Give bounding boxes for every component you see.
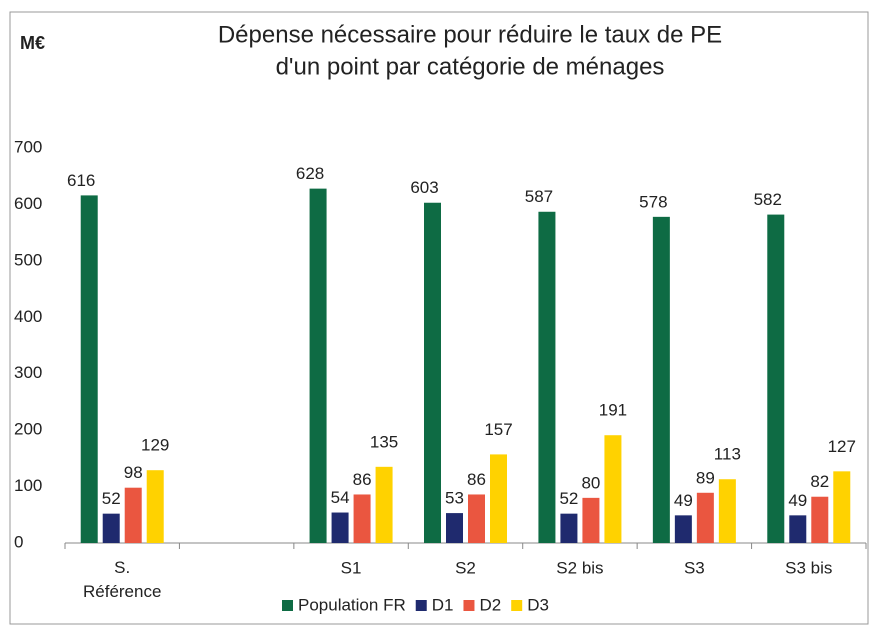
legend-swatch bbox=[282, 600, 293, 611]
legend-label: D1 bbox=[432, 595, 454, 614]
bar bbox=[146, 470, 164, 543]
bar bbox=[789, 515, 807, 543]
chart-title: d'un point par catégorie de ménages bbox=[276, 53, 665, 80]
bar bbox=[309, 188, 327, 543]
data-label: 89 bbox=[696, 468, 715, 487]
bar bbox=[446, 513, 463, 543]
data-label: 135 bbox=[370, 432, 398, 451]
y-tick-label: 200 bbox=[14, 420, 42, 439]
data-label: 54 bbox=[331, 488, 350, 507]
bar bbox=[833, 471, 851, 543]
bar bbox=[718, 479, 736, 543]
y-tick-label: 700 bbox=[14, 137, 42, 156]
data-label: 129 bbox=[141, 436, 169, 455]
legend-swatch bbox=[415, 600, 427, 611]
y-tick-label: 500 bbox=[14, 250, 42, 269]
data-label: 86 bbox=[353, 470, 372, 489]
legend-label: D2 bbox=[479, 595, 501, 614]
y-tick-label: 300 bbox=[14, 363, 42, 382]
data-label: 82 bbox=[810, 472, 829, 491]
data-label: 616 bbox=[67, 171, 95, 190]
y-tick-label: 0 bbox=[14, 532, 23, 551]
bar bbox=[424, 202, 441, 543]
bar bbox=[490, 454, 507, 543]
data-label: 98 bbox=[124, 463, 143, 482]
data-label: 578 bbox=[639, 192, 667, 211]
bar bbox=[124, 487, 142, 543]
bar bbox=[604, 435, 622, 543]
chart-title: Dépense nécessaire pour réduire le taux … bbox=[218, 21, 722, 48]
data-label: 127 bbox=[828, 437, 856, 456]
bar bbox=[353, 494, 371, 543]
legend-swatch bbox=[511, 600, 523, 611]
bar bbox=[811, 496, 829, 543]
bar bbox=[582, 497, 600, 543]
data-label: 53 bbox=[445, 489, 464, 508]
y-axis-label: M€ bbox=[20, 33, 45, 53]
y-tick-label: 100 bbox=[14, 476, 42, 495]
data-label: 52 bbox=[102, 489, 121, 508]
x-tick-label: S3 bbox=[684, 558, 705, 577]
bar bbox=[331, 512, 349, 543]
legend-swatch bbox=[463, 600, 475, 611]
data-label: 587 bbox=[525, 187, 553, 206]
bar bbox=[560, 513, 578, 543]
data-label: 49 bbox=[788, 491, 807, 510]
bar bbox=[80, 195, 98, 543]
y-tick-label: 600 bbox=[14, 194, 42, 213]
y-tick-label: 400 bbox=[14, 307, 42, 326]
data-label: 49 bbox=[674, 491, 693, 510]
bar bbox=[674, 515, 692, 543]
bar bbox=[652, 216, 670, 544]
data-label: 582 bbox=[754, 190, 782, 209]
legend-label: Population FR bbox=[298, 595, 406, 614]
x-tick-label: S1 bbox=[341, 558, 362, 577]
data-label: 157 bbox=[484, 420, 512, 439]
bar bbox=[538, 211, 556, 543]
data-label: 113 bbox=[714, 445, 741, 464]
x-tick-label: S2 bis bbox=[556, 558, 603, 577]
legend-label: D3 bbox=[527, 595, 549, 614]
data-label: 80 bbox=[581, 473, 600, 492]
data-label: 603 bbox=[410, 178, 438, 197]
bar bbox=[102, 513, 120, 543]
data-label: 191 bbox=[599, 401, 627, 420]
data-label: 628 bbox=[296, 164, 324, 183]
x-tick-label: S3 bis bbox=[785, 558, 832, 577]
x-tick-label: S2 bbox=[455, 558, 476, 577]
data-label: 86 bbox=[467, 470, 486, 489]
bar bbox=[696, 492, 714, 543]
data-label: 52 bbox=[559, 489, 578, 508]
bar bbox=[468, 494, 485, 543]
bar bbox=[767, 214, 785, 544]
x-tick-label: S. Référence bbox=[83, 558, 161, 601]
bar bbox=[375, 466, 393, 543]
